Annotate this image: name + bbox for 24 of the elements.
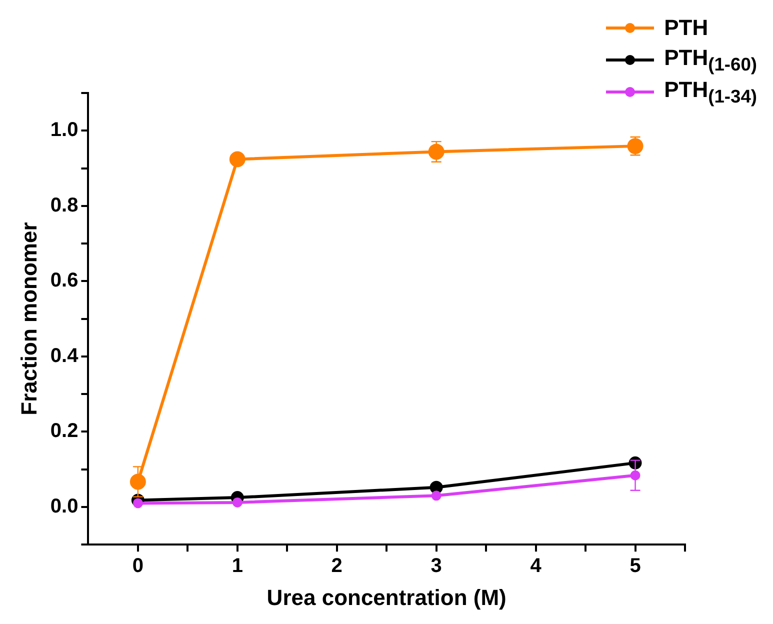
x-tick-label: 2 [331,555,342,578]
y-tick-label: 0.0 [50,495,78,518]
point [229,151,246,168]
point [132,498,143,508]
y-tick-label: 1.0 [50,119,78,142]
x-tick-label: 3 [430,555,442,578]
x-tick-label: 0 [132,555,144,578]
x-tick-label: 1 [232,555,243,578]
x-tick-label: 4 [530,555,542,578]
point [232,497,242,508]
y-tick-label: 0.2 [50,420,78,442]
y-axis-title: Fraction monomer [16,222,42,416]
y-tick-label: 0.8 [50,194,78,216]
legend-label: PTH$_{(1-60)}$ [664,44,757,76]
point [431,490,442,501]
legend-label: PTH$_{(1-34)}$ [664,76,757,108]
x-axis-title: Urea concentration (M) [266,584,506,610]
point [428,144,444,160]
point [430,480,443,494]
x-tick-label: 5 [630,555,641,578]
point [130,474,146,490]
y-tick-label: 0.4 [50,344,80,367]
legend-label: PTH [664,15,708,41]
y-tick-label: 0.6 [50,270,78,292]
